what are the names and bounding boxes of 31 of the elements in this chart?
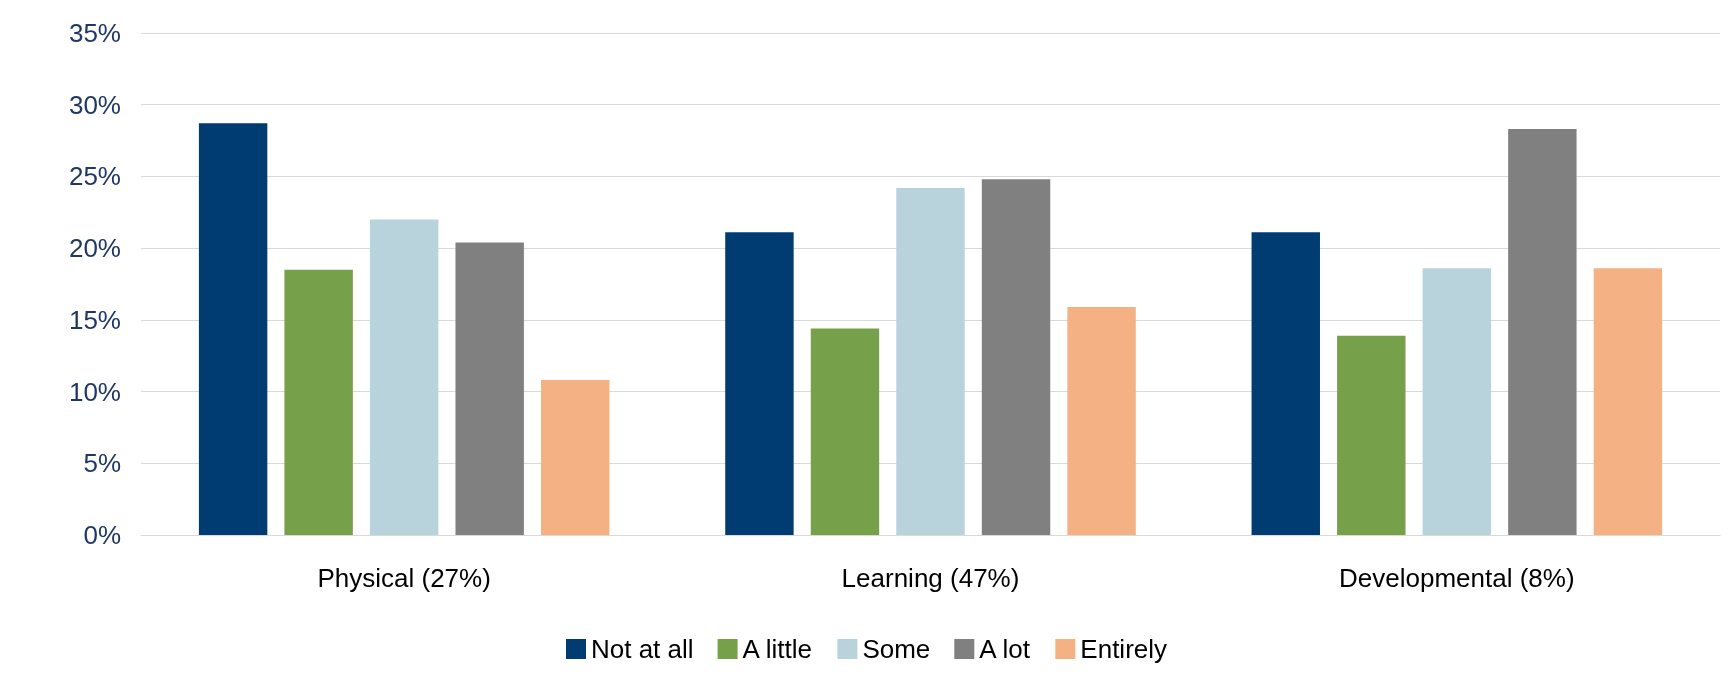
y-tick-label: 0%: [83, 520, 121, 550]
x-tick-label: Physical (27%): [317, 563, 491, 593]
y-tick-label: 10%: [68, 376, 121, 407]
bar: [541, 380, 610, 535]
y-tick-label: 30%: [68, 89, 121, 120]
legend-label: Not at all: [590, 634, 694, 664]
bar: [198, 123, 268, 535]
y-tick-label: 20%: [68, 233, 121, 264]
bar: [369, 219, 439, 535]
x-tick-label: Learning (47%): [841, 563, 1020, 593]
bar: [1593, 268, 1663, 535]
y-tick-label: 5%: [83, 448, 121, 479]
y-tick-label: 15%: [68, 304, 121, 335]
x-tick-label: Developmental (8%): [1339, 563, 1575, 593]
y-tick-label: 25%: [68, 161, 121, 192]
bar: [1422, 268, 1492, 535]
bar: [1508, 129, 1577, 535]
bar: [1251, 232, 1320, 535]
bar: [896, 187, 965, 535]
legend-label: Entirely: [1080, 634, 1168, 664]
legend-label: A lot: [979, 634, 1031, 664]
bar: [1067, 306, 1136, 535]
bar: [725, 232, 794, 535]
bar: [1337, 335, 1406, 535]
bar: [455, 242, 524, 535]
bar: [810, 328, 880, 535]
legend-label: Some: [862, 634, 931, 664]
bar: [981, 179, 1051, 535]
legend-label: A little: [742, 634, 812, 664]
y-tick-label: 35%: [68, 18, 121, 48]
bar: [284, 269, 353, 535]
